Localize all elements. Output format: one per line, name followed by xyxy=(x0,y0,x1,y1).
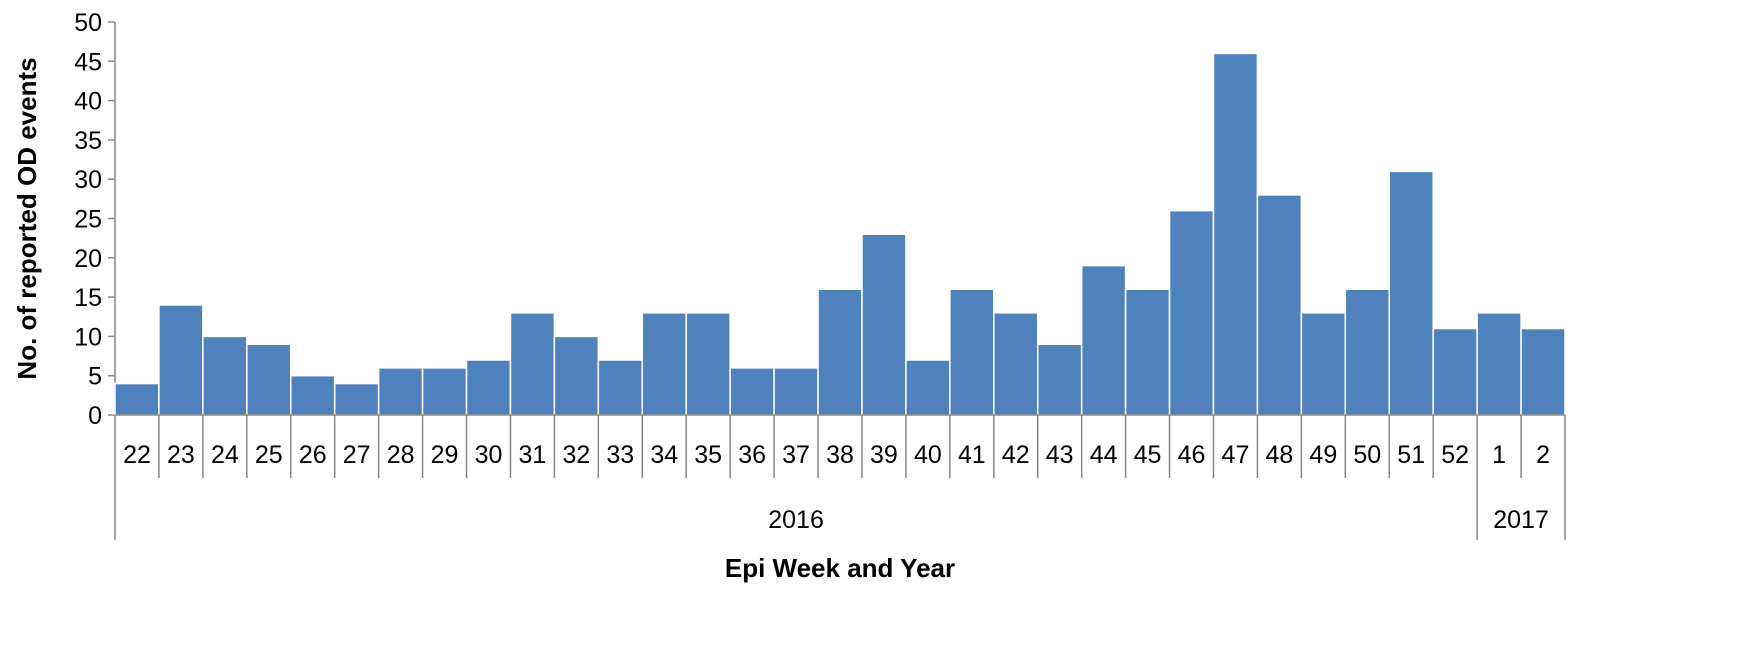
x-tick-label: 2 xyxy=(1536,441,1550,469)
x-tick-label: 49 xyxy=(1309,441,1337,469)
x-tick-label: 43 xyxy=(1046,441,1074,469)
bar xyxy=(1520,327,1566,416)
y-tick-label: 40 xyxy=(74,88,102,116)
x-tick-label: 41 xyxy=(958,441,986,469)
bar xyxy=(1476,312,1522,416)
x-tick-label: 50 xyxy=(1353,441,1381,469)
group-label: 2017 xyxy=(1493,506,1549,534)
y-axis: 0 5 10 15 20 25 30 35 40 45 50 xyxy=(74,9,116,430)
y-axis-title: No. of reported OD events xyxy=(12,57,42,379)
bar xyxy=(333,382,380,416)
x-tick-label: 47 xyxy=(1222,441,1250,469)
x-tick-label: 38 xyxy=(826,441,854,469)
bar xyxy=(509,312,556,416)
bar xyxy=(246,343,292,416)
bar xyxy=(949,288,995,416)
x-tick-label: 51 xyxy=(1397,441,1425,469)
bar xyxy=(641,312,687,416)
bar xyxy=(597,359,644,416)
x-tick-label: 30 xyxy=(475,441,503,469)
group-label: 2016 xyxy=(768,506,824,534)
y-tick-label: 25 xyxy=(74,206,102,234)
bar xyxy=(1212,52,1259,416)
x-tick-label: 26 xyxy=(299,441,327,469)
y-tick-label: 5 xyxy=(88,363,102,391)
bar xyxy=(861,233,907,416)
bar xyxy=(685,312,731,416)
x-tick-label: 23 xyxy=(167,441,195,469)
bar xyxy=(377,367,424,416)
x-tick-label: 31 xyxy=(519,441,547,469)
bar xyxy=(1388,170,1434,416)
bar xyxy=(773,367,819,416)
bar xyxy=(1300,312,1347,416)
x-tick-label: 1 xyxy=(1492,441,1506,469)
bar xyxy=(1036,343,1083,416)
bar xyxy=(553,335,600,416)
bar xyxy=(1344,288,1390,416)
x-tick-label: 39 xyxy=(870,441,898,469)
bars xyxy=(114,52,1566,416)
bar xyxy=(1432,327,1478,416)
x-tick-label: 44 xyxy=(1090,441,1118,469)
x-tick-label: 40 xyxy=(914,441,942,469)
bar xyxy=(1168,209,1215,416)
x-tick-label: 28 xyxy=(387,441,415,469)
x-tick-label: 42 xyxy=(1002,441,1030,469)
x-tick-label: 25 xyxy=(255,441,283,469)
y-tick-label: 20 xyxy=(74,245,102,273)
bar xyxy=(465,359,512,416)
y-tick-label: 0 xyxy=(88,402,102,430)
x-tick-label: 32 xyxy=(562,441,590,469)
bar xyxy=(421,367,468,416)
bar xyxy=(817,288,863,416)
bar xyxy=(905,359,951,416)
y-tick-label: 10 xyxy=(74,323,102,351)
x-tick-label: 46 xyxy=(1178,441,1206,469)
bar xyxy=(1256,194,1303,416)
y-tick-label: 35 xyxy=(74,127,102,155)
x-tick-label: 48 xyxy=(1265,441,1293,469)
bar xyxy=(114,382,160,416)
bar xyxy=(729,367,775,416)
x-tick-label: 29 xyxy=(431,441,459,469)
bar xyxy=(158,304,204,416)
x-tick-label: 36 xyxy=(738,441,766,469)
bar xyxy=(202,335,248,416)
y-tick-label: 45 xyxy=(74,48,102,76)
x-axis: 22 23 24 25 26 27 28 29 30 31 32 33 34 35 36 37 38 39 40 41… xyxy=(114,414,1566,540)
y-tick-label: 50 xyxy=(74,9,102,37)
x-tick-label: 45 xyxy=(1134,441,1162,469)
x-axis-title: Epi Week and Year xyxy=(725,553,955,583)
bar xyxy=(290,374,336,416)
x-tick-label: 37 xyxy=(782,441,810,469)
x-tick-label: 34 xyxy=(650,441,678,469)
x-tick-label: 52 xyxy=(1441,441,1469,469)
x-tick-label: 24 xyxy=(211,441,239,469)
x-tick-label: 33 xyxy=(606,441,634,469)
x-tick-label: 35 xyxy=(694,441,722,469)
y-tick-label: 30 xyxy=(74,166,102,194)
x-tick-label: 22 xyxy=(123,441,151,469)
bar xyxy=(993,312,1039,416)
bar xyxy=(1124,288,1171,416)
x-tick-label: 27 xyxy=(343,441,371,469)
bar xyxy=(1080,264,1127,416)
y-tick-label: 15 xyxy=(74,284,102,312)
